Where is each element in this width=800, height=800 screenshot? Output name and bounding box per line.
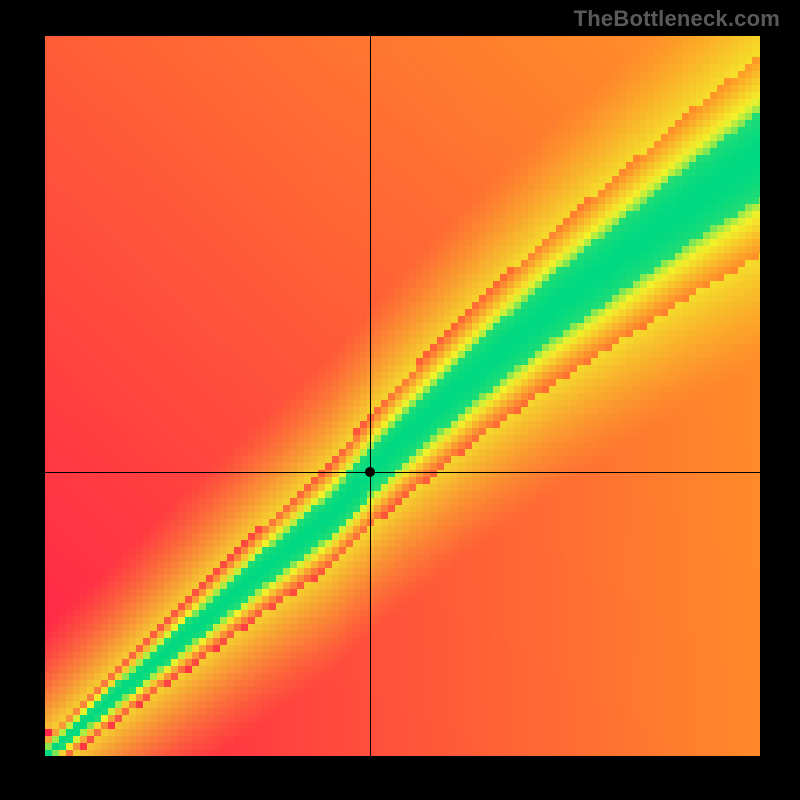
chart-frame: TheBottleneck.com: [0, 0, 800, 800]
watermark-text: TheBottleneck.com: [574, 6, 780, 32]
crosshair-horizontal: [45, 472, 760, 473]
heatmap-plot: [45, 36, 760, 756]
heatmap-canvas: [45, 36, 760, 756]
crosshair-vertical: [370, 36, 371, 756]
crosshair-marker: [365, 467, 375, 477]
